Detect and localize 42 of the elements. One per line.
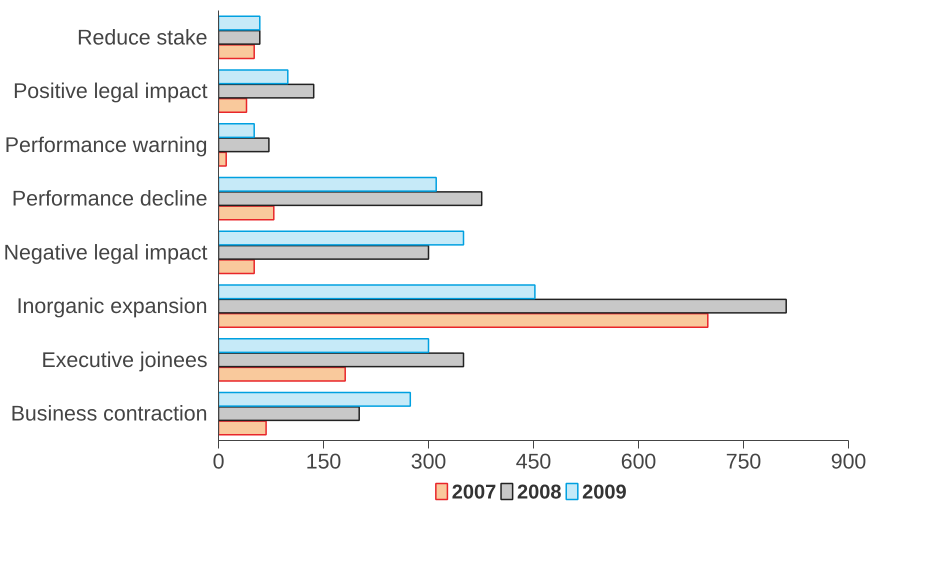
x-tick-label: 600 (620, 450, 656, 474)
bar (218, 259, 255, 274)
x-tick-label: 450 (516, 450, 552, 474)
x-tick-label: 300 (410, 450, 446, 474)
bar (218, 230, 464, 246)
y-tick-label: Reduce stake (77, 25, 208, 50)
legend-label: 2007 (452, 482, 496, 504)
y-tick-label: Inorganic expansion (16, 294, 208, 318)
legend-label: 2009 (582, 482, 627, 504)
y-tick-label: Negative legal impact (4, 240, 208, 264)
y-tick-label: Performance decline (12, 186, 208, 211)
bar (218, 44, 255, 60)
bar (218, 420, 267, 436)
bar (218, 366, 346, 382)
y-tick-label: Performance warning (4, 132, 208, 157)
bar (218, 244, 430, 260)
bar (218, 84, 314, 99)
bar (218, 352, 464, 368)
bar (218, 69, 289, 84)
x-tick-label: 900 (830, 450, 866, 474)
bar (218, 15, 261, 31)
bar (218, 284, 536, 300)
bar (218, 312, 709, 328)
y-tick-label: Business contraction (10, 402, 208, 426)
x-tick-label: 150 (306, 450, 342, 474)
bar (218, 30, 261, 45)
bar (218, 406, 360, 422)
bar (218, 152, 227, 167)
bar (218, 122, 255, 138)
bar (218, 137, 270, 152)
bar (218, 176, 437, 192)
bar (218, 338, 430, 354)
legend-label: 2008 (516, 482, 562, 504)
bar (218, 98, 248, 114)
bar (218, 205, 275, 221)
bar (218, 392, 412, 407)
x-tick-label: 750 (726, 450, 762, 474)
x-tick-label: 0 (212, 450, 225, 474)
bar (218, 191, 482, 206)
y-tick-label: Positive legal impact (13, 79, 208, 104)
y-tick-label: Executive joinees (42, 348, 208, 372)
bar (218, 298, 787, 314)
